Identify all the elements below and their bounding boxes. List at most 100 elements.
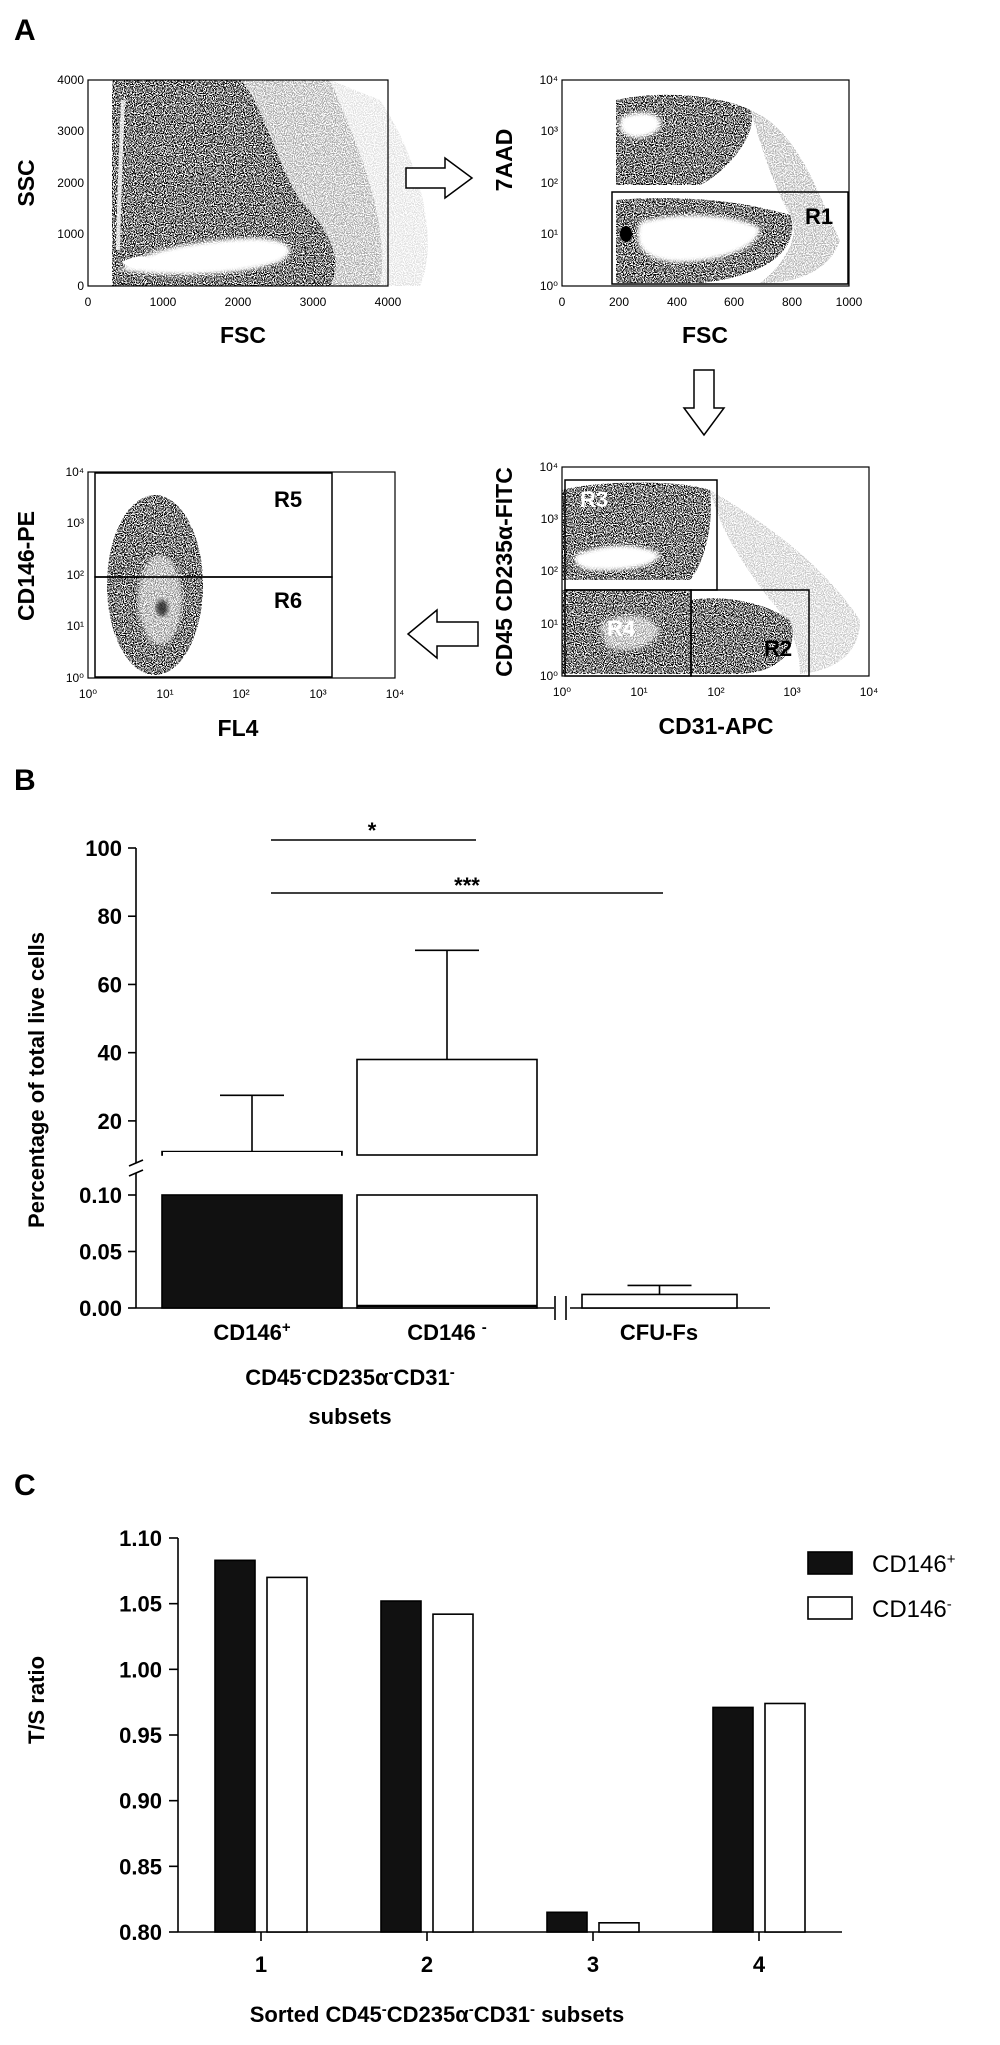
tick-y-2000: 2000 <box>57 176 84 190</box>
tick-x-0: 0 <box>85 295 92 309</box>
tick-x-0: 0 <box>559 295 566 309</box>
tick-y-0: 0 <box>77 279 84 293</box>
gate-label-r4: R4 <box>607 616 636 641</box>
scatter-density-hole <box>138 555 182 645</box>
tick-x-2000: 2000 <box>225 295 252 309</box>
scatter-density-hole <box>637 215 760 262</box>
y-tick-label: 1.10 <box>119 1526 162 1551</box>
plot-frame-fl4-cd146 <box>87 471 396 679</box>
category-label: CD146+ <box>213 1319 290 1346</box>
gate-label-r1: R1 <box>805 204 833 229</box>
tick-y-e2: 10² <box>67 568 84 582</box>
x-tick-label: 2 <box>421 1952 433 1977</box>
tick-x-e2: 10² <box>707 685 724 699</box>
flow-arrow-right-icon <box>405 156 474 200</box>
tick-y-e4: 10⁴ <box>539 460 558 474</box>
tick-x-400: 400 <box>667 295 687 309</box>
tick-x-e3: 10³ <box>783 685 800 699</box>
tick-x-800: 800 <box>782 295 802 309</box>
tick-x-e1: 10¹ <box>630 685 647 699</box>
y-tick-label: 1.05 <box>119 1592 162 1617</box>
y-tick-label: 20 <box>98 1109 122 1134</box>
flow-plot-cd31-cd45: R3 R4 R2 10⁰ 10¹ 10² 10³ 10⁴ 10⁰ 10¹ 10²… <box>491 460 878 739</box>
gate-r1 <box>611 191 849 285</box>
axis-break-mark <box>128 1159 144 1167</box>
tick-y-e0: 10⁰ <box>540 279 558 293</box>
tick-y-e4: 10⁴ <box>65 465 84 479</box>
tick-y-3000: 3000 <box>57 124 84 138</box>
bar <box>356 1194 538 1309</box>
gate-label-r5: R5 <box>274 487 302 512</box>
flow-plot-fsc-7aad: R1 0 200 400 600 800 1000 10⁰ 10¹ 10² 10… <box>491 73 863 348</box>
scatter-density-hole <box>600 614 660 650</box>
scatter-density-hole <box>122 256 150 268</box>
y-tick-label: 80 <box>98 904 122 929</box>
bar <box>356 1058 538 1156</box>
gate-r2 <box>690 589 810 677</box>
y-tick-label: 0.95 <box>119 1723 162 1748</box>
y-axis-label-cd45-cd235a: CD45 CD235α-FITC <box>491 467 517 677</box>
category-label: CD146 - <box>407 1319 487 1346</box>
panel-label-c: C <box>14 1469 36 1502</box>
scatter-density-core <box>620 226 632 242</box>
scatter-density-hole <box>120 238 290 275</box>
chart-c-ts-ratio: 0.80 0.85 0.90 0.95 1.00 1.05 1.10 1 2 3 4 Sorted C… <box>24 1526 956 2027</box>
scatter-density-hole <box>620 112 661 138</box>
significance-star: *** <box>454 873 480 898</box>
tick-y-e2: 10² <box>541 176 558 190</box>
category-label: CFU-Fs <box>620 1320 698 1345</box>
tick-x-e4: 10⁴ <box>386 687 405 701</box>
bar <box>546 1911 588 1933</box>
y-tick-label: 0.80 <box>119 1920 162 1945</box>
scatter-density-core <box>156 600 168 616</box>
x-axis-label-fl4: FL4 <box>218 715 259 741</box>
tick-x-e0: 10⁰ <box>553 685 571 699</box>
bar <box>214 1559 256 1933</box>
tick-y-e2: 10² <box>541 564 558 578</box>
tick-y-e3: 10³ <box>541 124 558 138</box>
tick-y-e1: 10¹ <box>67 619 84 633</box>
tick-x-600: 600 <box>724 295 744 309</box>
y-axis-label-cd146-pe: CD146-PE <box>13 511 39 621</box>
y-tick-label: 1.00 <box>119 1657 162 1682</box>
tick-x-4000: 4000 <box>375 295 402 309</box>
tick-x-1000: 1000 <box>150 295 177 309</box>
x-axis-label-fsc: FSC <box>220 322 266 348</box>
tick-y-e3: 10³ <box>67 516 84 530</box>
tick-x-e1: 10¹ <box>156 687 173 701</box>
y-tick-label: 0.90 <box>119 1789 162 1814</box>
tick-y-4000: 4000 <box>57 73 84 87</box>
legend-swatch <box>807 1551 853 1575</box>
flow-plot-fl4-cd146: R5 R6 10⁰ 10¹ 10² 10³ 10⁴ 10⁰ 10¹ 10² 10… <box>13 465 404 741</box>
flow-arrow-left-icon <box>406 608 479 660</box>
y-axis-label: Percentage of total live cells <box>24 932 49 1228</box>
tick-x-e0: 10⁰ <box>79 687 97 701</box>
tick-x-3000: 3000 <box>300 295 327 309</box>
bar-break-gap <box>163 1152 341 1156</box>
group-label-subsets: subsets <box>308 1404 391 1429</box>
y-axis-label: T/S ratio <box>24 1656 49 1744</box>
tick-x-e2: 10² <box>232 687 249 701</box>
y-tick-label: 0.00 <box>79 1296 122 1321</box>
tick-x-e4: 10⁴ <box>860 685 879 699</box>
tick-y-e4: 10⁴ <box>539 73 558 87</box>
group-label: CD45-CD235α-CD31- <box>245 1364 455 1391</box>
y-tick-label: 0.85 <box>119 1854 162 1879</box>
y-axis-label-ssc: SSC <box>13 159 39 206</box>
bar <box>581 1293 738 1309</box>
x-tick-label: 1 <box>255 1952 267 1977</box>
scatter-density-hole <box>116 100 125 250</box>
legend-label: CD146- <box>872 1596 952 1624</box>
bar <box>712 1706 754 1933</box>
bar <box>598 1922 640 1933</box>
x-axis-label-fsc: FSC <box>682 322 728 348</box>
tick-y-e3: 10³ <box>541 512 558 526</box>
axis-break-mark <box>128 1169 144 1177</box>
gate-r6 <box>94 576 333 678</box>
bar <box>380 1600 422 1933</box>
bar <box>432 1613 474 1933</box>
bar <box>161 1194 343 1309</box>
y-tick-label: 0.05 <box>79 1240 122 1265</box>
panel-label-a: A <box>14 14 36 47</box>
tick-y-1000: 1000 <box>57 227 84 241</box>
